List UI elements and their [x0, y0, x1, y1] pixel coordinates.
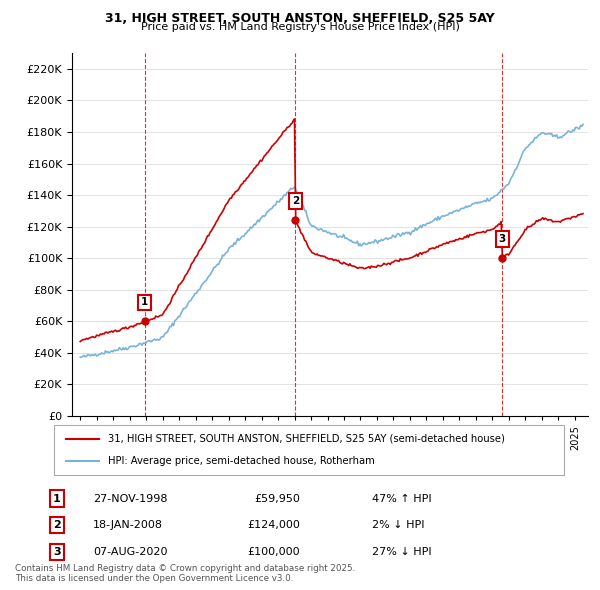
Text: £100,000: £100,000 — [247, 547, 300, 556]
Text: 47% ↑ HPI: 47% ↑ HPI — [372, 494, 431, 503]
Text: £59,950: £59,950 — [254, 494, 300, 503]
Text: Contains HM Land Registry data © Crown copyright and database right 2025.
This d: Contains HM Land Registry data © Crown c… — [15, 563, 355, 583]
Text: 1: 1 — [141, 297, 148, 307]
Text: 3: 3 — [499, 234, 506, 244]
Text: HPI: Average price, semi-detached house, Rotherham: HPI: Average price, semi-detached house,… — [108, 456, 375, 466]
Text: 3: 3 — [53, 547, 61, 556]
Text: 2% ↓ HPI: 2% ↓ HPI — [372, 520, 425, 530]
Text: 31, HIGH STREET, SOUTH ANSTON, SHEFFIELD, S25 5AY (semi-detached house): 31, HIGH STREET, SOUTH ANSTON, SHEFFIELD… — [108, 434, 505, 444]
Text: 1: 1 — [53, 494, 61, 503]
Text: 07-AUG-2020: 07-AUG-2020 — [93, 547, 167, 556]
Text: 27-NOV-1998: 27-NOV-1998 — [93, 494, 167, 503]
Text: Price paid vs. HM Land Registry's House Price Index (HPI): Price paid vs. HM Land Registry's House … — [140, 22, 460, 32]
Text: 2: 2 — [53, 520, 61, 530]
Text: £124,000: £124,000 — [247, 520, 300, 530]
Text: 18-JAN-2008: 18-JAN-2008 — [93, 520, 163, 530]
Text: 31, HIGH STREET, SOUTH ANSTON, SHEFFIELD, S25 5AY: 31, HIGH STREET, SOUTH ANSTON, SHEFFIELD… — [105, 12, 495, 25]
Text: 27% ↓ HPI: 27% ↓ HPI — [372, 547, 431, 556]
Text: 2: 2 — [292, 196, 299, 206]
